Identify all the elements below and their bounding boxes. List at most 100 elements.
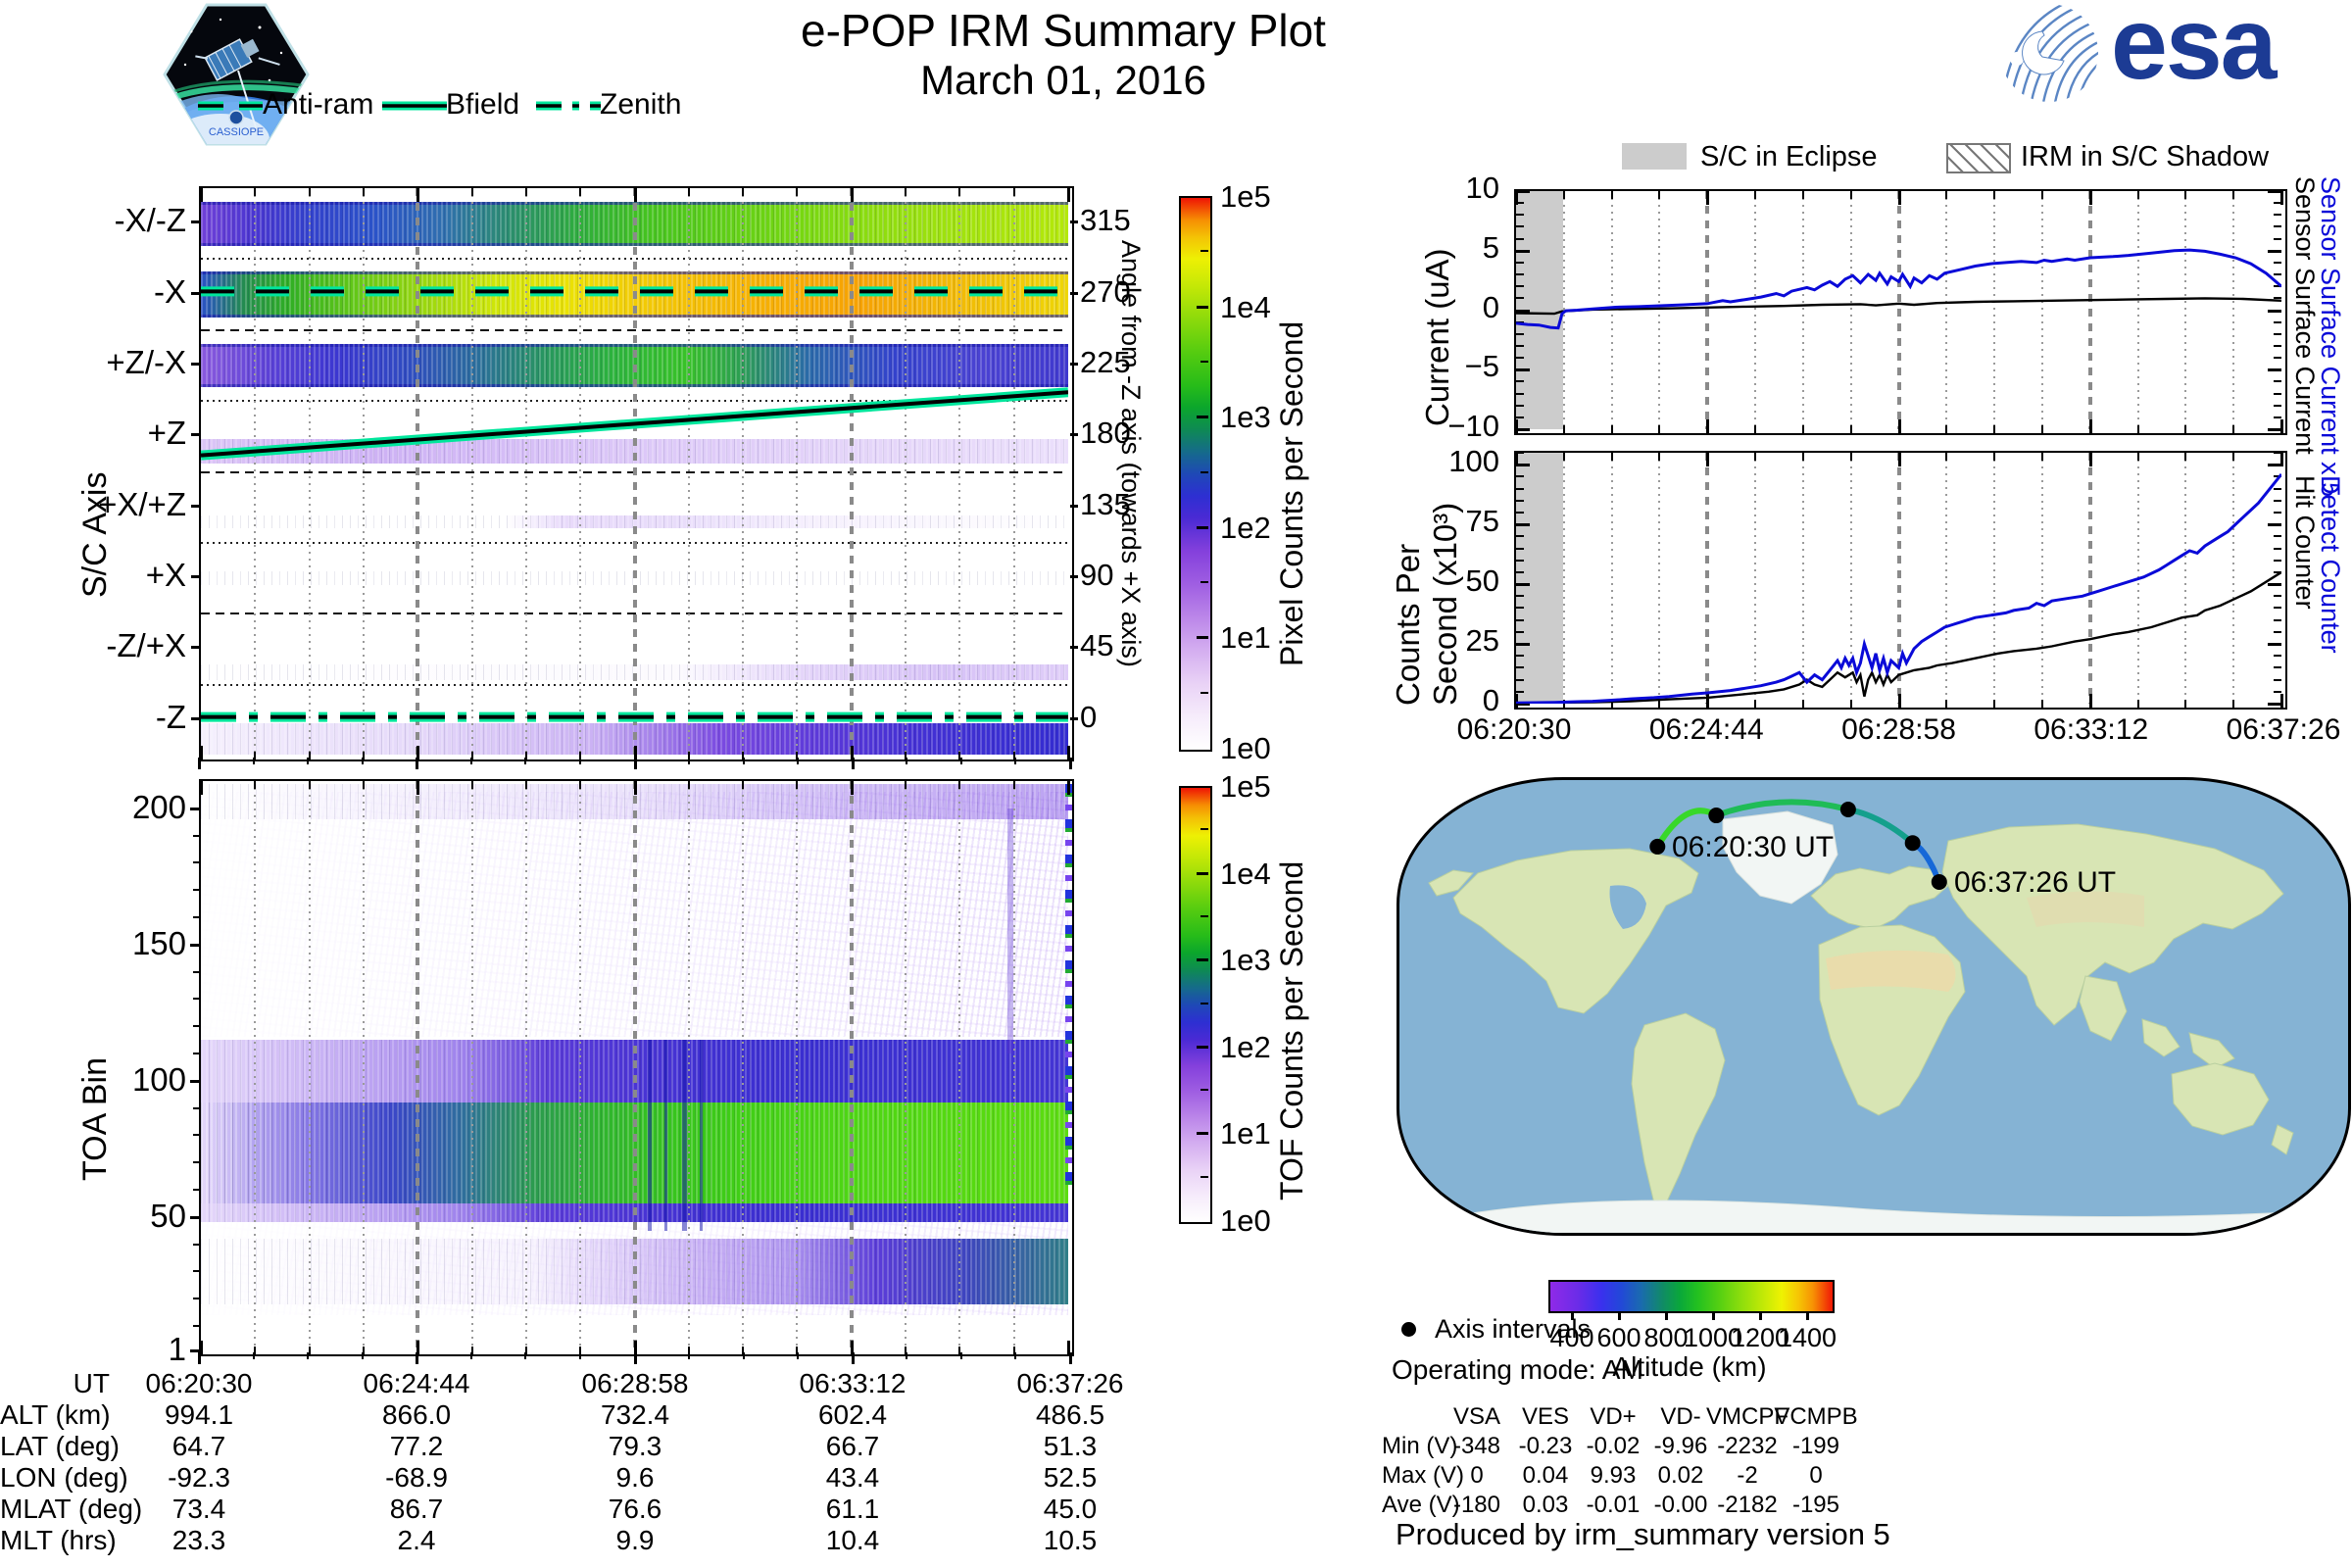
- gridline-minor: [1945, 453, 1948, 704]
- counters-series: [1516, 472, 2281, 704]
- gridline-minor: [470, 781, 473, 1350]
- shadow-label: IRM in S/C Shadow: [2021, 141, 2270, 172]
- x-tick: [362, 752, 365, 760]
- gridline-major: [416, 188, 420, 756]
- x-tick: [470, 188, 473, 196]
- gridline-minor: [1801, 191, 1804, 429]
- ephemeris-row-label: MLAT (deg): [0, 1494, 143, 1524]
- y-tick: [2274, 214, 2281, 217]
- y-tick: [2274, 678, 2281, 681]
- spectrogram-overlay-legend: Anti-ram Bfield Zenith: [186, 86, 735, 125]
- x-tick: [796, 781, 799, 789]
- voltage-value: -0.01: [1586, 1492, 1641, 1518]
- x-tick: [2184, 700, 2187, 708]
- x-tick: [308, 1347, 311, 1354]
- y-tick: [1516, 368, 1530, 372]
- ephemeris-value: 9.6: [615, 1462, 655, 1493]
- gridline-minor: [2136, 191, 2139, 429]
- colorbar-tick-label: 1e0: [1220, 1203, 1271, 1238]
- axis-interval-dot: [1931, 873, 1947, 890]
- gridline-minor: [905, 781, 907, 1350]
- x-tick: [2232, 453, 2235, 461]
- ephemeris-value: 66.7: [825, 1431, 880, 1461]
- x-tick: [2040, 425, 2043, 433]
- y-tick: [1516, 643, 1530, 647]
- y-tick: [2268, 249, 2281, 253]
- bfield-line-sample: [382, 101, 447, 111]
- gridline-minor: [796, 188, 799, 756]
- toa-ylabel: TOA Bin: [76, 1057, 114, 1181]
- x-tick: [687, 188, 690, 196]
- ephemeris-value: 486.5: [1035, 1399, 1105, 1430]
- x-tick: [2088, 191, 2092, 205]
- angle-tick-label: 45: [1080, 628, 1114, 663]
- gridline-major: [849, 781, 854, 1350]
- x-tick: [1012, 752, 1015, 760]
- x-tick: [524, 1347, 527, 1354]
- x-tick: [905, 1347, 907, 1354]
- x-tick: [1945, 191, 1948, 199]
- x-tick: [796, 188, 799, 196]
- x-tick: [1658, 425, 1661, 433]
- x-tick: [524, 188, 527, 196]
- x-tick: [1849, 453, 1852, 461]
- ephemeris-value: 732.4: [600, 1399, 670, 1430]
- voltage-row-label: Ave (V): [1382, 1492, 1460, 1518]
- counts-ylabel: Counts Per Second (x10³): [1390, 461, 1463, 706]
- x-tick: [2040, 191, 2043, 199]
- altitude-colorbar-label: Altitude (km): [1612, 1351, 1767, 1382]
- x-tick: [1849, 700, 1852, 708]
- x-tick: [1067, 188, 1070, 202]
- y-tick: [1516, 523, 1530, 527]
- y-tick: [191, 716, 199, 720]
- voltage-col-header: VSA: [1452, 1403, 1501, 1430]
- toa-tick: [190, 1079, 199, 1083]
- edge-artifacts: [1065, 783, 1072, 1190]
- voltage-value: -9.96: [1653, 1433, 1708, 1459]
- voltage-value: -2232: [1717, 1433, 1778, 1459]
- ephemeris-value: 45.0: [1043, 1494, 1098, 1524]
- ephemeris-value: 73.4: [172, 1494, 226, 1524]
- gridline-minor: [796, 781, 799, 1350]
- x-tick: [633, 781, 637, 795]
- track-start-time: 06:20:30 UT: [1672, 831, 1835, 863]
- voltage-table: VSA VES VD+ VD- VMCPF VCMPB Min (V) -348 -0.23 -0…: [1382, 1403, 1931, 1521]
- y-tick: [2274, 320, 2281, 323]
- x-tick: [1945, 425, 1948, 433]
- ephemeris-value: 10.4: [825, 1525, 880, 1555]
- orientation-overlay-lines: [201, 286, 1068, 722]
- voltage-value: 0: [1809, 1462, 1823, 1489]
- y-tick: [191, 504, 199, 508]
- gridline-major: [416, 781, 420, 1350]
- ephemeris-row-label: MLT (hrs): [0, 1525, 117, 1555]
- x-tick: [1562, 425, 1565, 433]
- voltage-value: 0: [1470, 1462, 1484, 1489]
- colorbar-tick-label: 1e1: [1220, 1116, 1271, 1152]
- x-tick: [1754, 191, 1757, 199]
- x-tick: [416, 746, 420, 760]
- toa-tick-label: 200: [131, 788, 186, 825]
- gridline-major: [2087, 191, 2092, 429]
- colorbar-tick-label: 1e2: [1220, 1029, 1271, 1064]
- gridline-minor: [742, 781, 745, 1350]
- y-tick: [1516, 285, 1524, 288]
- gridline-minor: [1945, 191, 1948, 429]
- gridline-minor: [958, 188, 961, 756]
- x-tick: [1610, 700, 1613, 708]
- y-tick: [1516, 297, 1524, 300]
- y-tick: [1516, 630, 1524, 633]
- x-tick: [416, 188, 420, 202]
- y-tick: [2274, 595, 2281, 598]
- ephemeris-value: 06:20:30: [145, 1368, 253, 1398]
- x-tick: [1801, 453, 1804, 461]
- voltage-value: -180: [1452, 1492, 1501, 1518]
- x-tick: [201, 1341, 203, 1354]
- x-tick: [742, 188, 745, 196]
- y-tick: [1516, 678, 1524, 681]
- x-tick: [1849, 425, 1852, 433]
- y-tick: [1516, 428, 1530, 431]
- x-tick: [2088, 694, 2092, 708]
- ephemeris-table: UT 06:20:30 06:24:44 06:28:58 06:33:12 06:37:…: [0, 1364, 1176, 1560]
- x-tick: [1993, 425, 1996, 433]
- y-tick: [2274, 618, 2281, 621]
